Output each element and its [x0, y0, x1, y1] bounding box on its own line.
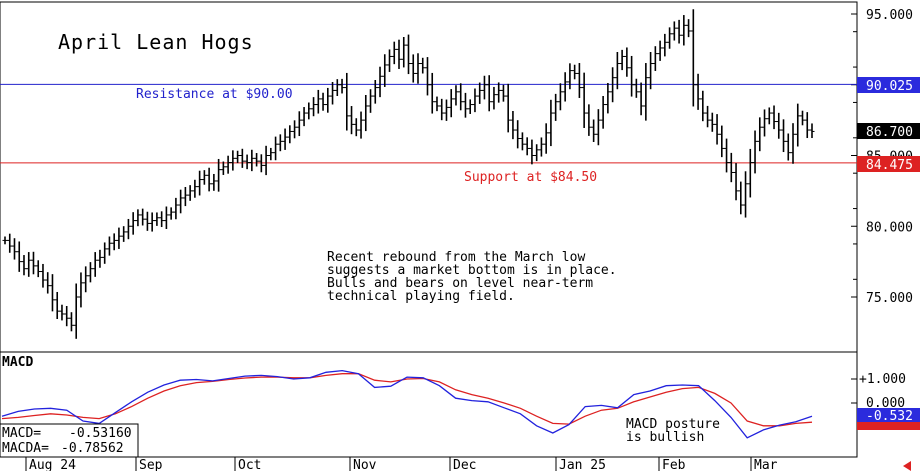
- annotation: Recent rebound from the March low sugges…: [327, 250, 617, 304]
- price-tick-label: 80.000: [866, 220, 913, 235]
- macd-readout-label: MACD=: [2, 426, 41, 441]
- x-tick-label: Aug 24: [29, 458, 76, 471]
- annotation-line: suggests a market bottom is in place.: [327, 263, 617, 278]
- ohlc-bars: [2, 9, 815, 339]
- macd-value-box: -0.532: [857, 408, 920, 424]
- x-axis-ticks: Aug 24 Sep Oct Nov Dec Jan 25 Feb Mar: [0, 456, 857, 471]
- macda-box-bg: [857, 422, 920, 430]
- support-value-box: 84.475: [857, 156, 920, 173]
- macd-line: [1, 369, 813, 439]
- annotation-line: Recent rebound from the March low: [327, 250, 585, 265]
- support-box-bg: [857, 156, 920, 172]
- macd-readout-box: [0, 423, 139, 458]
- macda-value-box: [857, 422, 920, 430]
- macd-note-line: is bullish: [626, 430, 704, 445]
- macd-readout-value: -0.53160: [69, 426, 132, 441]
- support-label: Support at $84.50: [464, 170, 597, 185]
- last-price-value: 86.700: [866, 125, 913, 140]
- support-value: 84.475: [866, 158, 913, 173]
- macda-readout-value: -0.78562: [61, 441, 124, 456]
- resistance-value: 90.025: [866, 79, 913, 94]
- x-tick-label: Sep: [139, 458, 163, 471]
- resistance-box-bg: [857, 77, 920, 93]
- macd-tick-zero: 0.000: [866, 396, 905, 411]
- macd-note-line: MACD posture: [626, 417, 720, 432]
- macd-panel-label: MACD: [2, 355, 33, 370]
- x-tick-label: Dec: [453, 458, 476, 471]
- macd-box-bg: [857, 408, 920, 422]
- resistance-value-box: 90.025: [857, 77, 920, 94]
- price-tick-label: 95.000: [866, 8, 913, 23]
- x-tick-label: Mar: [754, 458, 778, 471]
- macda-line: [1, 373, 813, 427]
- price-tick-label: 75.000: [866, 291, 913, 306]
- x-tick-label: Feb: [662, 458, 686, 471]
- x-tick-label: Oct: [238, 458, 261, 471]
- annotation-line: technical playing field.: [327, 289, 515, 304]
- macd-tick-plus1: +1.000: [859, 372, 906, 387]
- resistance-label: Resistance at $90.00: [136, 87, 293, 102]
- x-tick-label: Jan 25: [559, 458, 606, 471]
- macd-lines: [1, 369, 857, 439]
- macd-box-value: -0.532: [866, 409, 913, 424]
- macda-readout-label: MACDA=: [2, 441, 49, 456]
- last-price-box-bg: [857, 123, 920, 139]
- scroll-left-arrow-icon[interactable]: [903, 461, 911, 471]
- last-price-box: 86.700: [857, 123, 920, 140]
- x-tick-label: Nov: [353, 458, 377, 471]
- annotation-line: Bulls and bears on level near-term: [327, 276, 593, 291]
- macd-readout: MACD= -0.53160 MACDA= -0.78562: [0, 423, 139, 458]
- chart-title: April Lean Hogs: [58, 30, 254, 54]
